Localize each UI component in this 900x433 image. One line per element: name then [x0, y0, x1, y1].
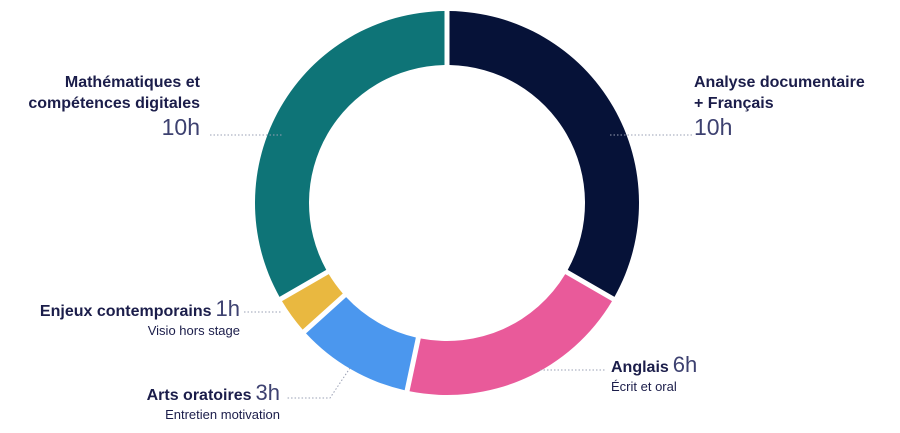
label-detail: Écrit et oral: [611, 379, 677, 394]
label-detail: Entretien motivation: [165, 407, 280, 422]
label-title-line2: compétences digitales: [28, 95, 200, 112]
label-analyse-documentaire: Analyse documentaire + Français 10h: [694, 72, 865, 140]
label-title-line2: + Français: [694, 95, 774, 112]
label-title-line1: Analyse documentaire: [694, 74, 865, 91]
label-title: Anglais: [611, 359, 669, 376]
label-enjeux-contemporains: Enjeux contemporains 1h Visio hors stage: [40, 296, 240, 339]
label-hours: 10h: [161, 114, 200, 140]
label-mathematiques: Mathématiques et compétences digitales 1…: [28, 72, 200, 140]
donut-slice-1: [409, 274, 613, 395]
leader-line-4: [286, 367, 351, 399]
label-hours: 1h: [215, 296, 240, 321]
label-hours: 6h: [672, 352, 698, 377]
donut-slice-3: [281, 274, 343, 330]
donut-slice-2: [306, 297, 416, 391]
label-arts-oratoires: Arts oratoires 3h Entretien motivation: [147, 380, 280, 423]
label-title: Enjeux contemporains: [39, 303, 212, 320]
label-anglais: Anglais 6h Écrit et oral: [611, 352, 697, 395]
donut-slice-0: [449, 11, 639, 297]
label-hours: 10h: [694, 114, 733, 140]
label-title-line1: Mathématiques et: [64, 74, 200, 91]
label-title: Arts oratoires: [146, 387, 252, 404]
label-detail: Visio hors stage: [147, 323, 240, 338]
label-hours: 3h: [255, 380, 280, 405]
donut-slice-4: [254, 11, 445, 297]
